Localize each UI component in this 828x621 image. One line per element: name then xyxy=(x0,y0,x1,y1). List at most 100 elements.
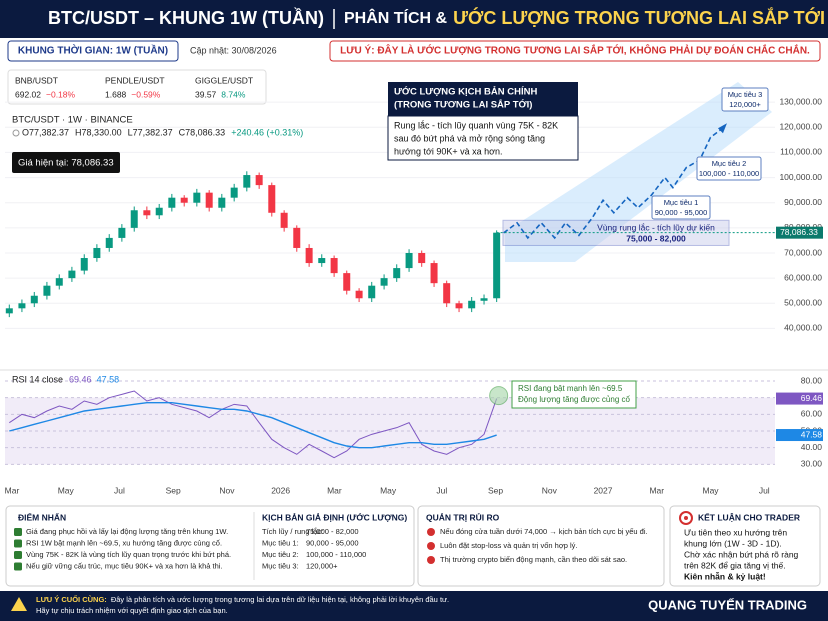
rsi-annotation: RSI đang bật mạnh lên ~69.5 xyxy=(518,384,623,393)
candle-body xyxy=(218,197,226,208)
y-tick-label: 120,000.00 xyxy=(779,122,822,132)
alert-icon xyxy=(427,528,435,536)
conclusion-line: khung lớn (1W - 3D - 1D). xyxy=(684,538,782,548)
zone-label: 75,000 - 82,000 xyxy=(626,234,686,244)
conclusion-line: Kiên nhẫn & kỷ luật! xyxy=(684,571,766,581)
alert-icon xyxy=(427,556,435,564)
rsi-value-tag xyxy=(776,392,823,405)
ticker-price: 39.57 xyxy=(195,89,217,99)
ohlc-value: L77,382.37 xyxy=(128,127,173,137)
candle-body xyxy=(255,175,263,186)
scenario-row-value: 90,000 - 95,000 xyxy=(306,538,359,547)
target-box xyxy=(651,195,711,220)
highlight-item: RSI 1W bật mạnh lên ~69.5, xu hướng tăng… xyxy=(26,538,222,547)
panel-title: ĐIỂM NHẤN xyxy=(18,511,66,522)
candle-body xyxy=(18,303,26,309)
check-icon xyxy=(14,539,22,548)
scenario-title: (TRONG TƯƠNG LAI SẮP TỚI) xyxy=(394,99,532,111)
risk-item: Nếu đóng cửa tuần dưới 74,000 → kịch bản… xyxy=(440,527,648,536)
candle-body xyxy=(205,192,213,208)
header-bar xyxy=(0,0,828,38)
panel-risk xyxy=(417,505,665,587)
brand: QUANG TUYẾN TRADING xyxy=(648,597,807,612)
rsi-legend-value: 47.58 xyxy=(97,374,120,384)
scenario-row-label: Mục tiêu 2: xyxy=(262,550,299,559)
check-icon xyxy=(14,528,22,536)
projection-arrow xyxy=(717,123,727,134)
candle-body xyxy=(180,197,188,203)
candle-body xyxy=(430,263,438,284)
candle-body xyxy=(80,258,88,271)
x-tick-label: Nov xyxy=(542,485,558,495)
ticker-change: −0.18% xyxy=(46,89,76,99)
chart-title: BTC/USDT · 1W · BINANCE xyxy=(12,115,133,126)
updated: Cập nhật: 30/08/2026 xyxy=(190,45,277,55)
candle-body xyxy=(230,187,238,198)
footer-note: Đây là phân tích và ước lượng trong tươn… xyxy=(111,595,449,604)
scenario-row-value: 120,000+ xyxy=(306,561,338,570)
candle-body xyxy=(380,278,388,286)
target-label: 90,000 - 95,000 xyxy=(655,208,708,217)
candle-body xyxy=(280,212,288,228)
y-tick-label: 40,000.00 xyxy=(784,323,822,333)
candle-body xyxy=(418,253,426,264)
candle-body xyxy=(480,298,488,301)
y-tick-label: 130,000.00 xyxy=(779,96,822,106)
footer-note: Hãy tự chịu trách nhiệm với quyết định g… xyxy=(36,606,228,615)
current-price-badge xyxy=(12,152,120,173)
scenario-body xyxy=(387,115,579,161)
candle-body xyxy=(305,247,313,264)
candle-body xyxy=(168,197,176,208)
timeframe-box xyxy=(7,40,179,62)
rsi-highlight xyxy=(489,386,509,406)
scenario-row-label: Mục tiêu 3: xyxy=(262,561,299,570)
candle-body xyxy=(105,237,113,248)
check-icon xyxy=(14,551,22,559)
y-tick-label: 110,000.00 xyxy=(780,147,822,157)
candle-body xyxy=(243,175,251,188)
candle-body xyxy=(405,253,413,269)
title: PHÂN TÍCH & xyxy=(344,8,448,27)
target-box xyxy=(721,87,769,112)
scenario-text: Rung lắc - tích lũy quanh vùng 75K - 82K xyxy=(394,120,558,130)
highlight-item: Nếu giữ vững cấu trúc, mục tiêu 90K+ và … xyxy=(26,561,223,570)
x-tick-label: Jul xyxy=(436,485,447,495)
ticker-change: 8.74% xyxy=(221,89,246,99)
candle-body xyxy=(155,207,163,216)
candle-body xyxy=(68,270,76,279)
scenario-text: sau đó bứt phá và mở rộng sóng tăng xyxy=(394,133,545,143)
title: BTC/USDT – KHUNG 1W (TUẦN) xyxy=(48,7,324,28)
alert-icon xyxy=(427,542,435,550)
y-tick-label: 80.00 xyxy=(801,375,823,385)
candle-body xyxy=(330,258,338,274)
y-tick-label: 30.00 xyxy=(801,459,823,469)
x-tick-label: Jul xyxy=(114,485,125,495)
rsi-value-tag-label: 47.58 xyxy=(801,429,823,439)
y-tick-label: 100,000.00 xyxy=(779,172,822,182)
candle-body xyxy=(118,227,126,238)
candle-body xyxy=(443,283,451,304)
timeframe: KHUNG THỜI GIAN: 1W (TUẦN) xyxy=(18,44,168,57)
candle-body xyxy=(468,300,476,309)
zone-label: Vùng rung lắc - tích lũy dự kiến xyxy=(597,223,715,233)
last-price-tag xyxy=(776,226,823,239)
x-tick-label: Nov xyxy=(219,485,235,495)
risk-item: Thị trường crypto biến động mạnh, cần th… xyxy=(440,555,627,564)
x-tick-label: Sep xyxy=(166,485,181,495)
candle-body xyxy=(93,247,101,259)
rsi-value-tag-label: 69.46 xyxy=(801,393,823,403)
ohlc-value: H78,330.00 xyxy=(75,127,122,137)
x-tick-label: Jul xyxy=(759,485,770,495)
candle-body xyxy=(130,210,138,228)
rsi-line xyxy=(9,390,498,459)
candle-body xyxy=(143,210,151,216)
conclusion-line: Chờ xác nhận bứt phá rõ ràng xyxy=(684,549,799,559)
candle-body xyxy=(268,185,276,213)
y-tick-label: 90,000.00 xyxy=(784,197,822,207)
target-icon-dot xyxy=(684,516,688,520)
y-tick-label: 60.00 xyxy=(801,409,823,419)
rsi-line xyxy=(9,401,497,449)
candle-body xyxy=(55,278,63,286)
ticker-symbol: BNB/USDT xyxy=(15,75,58,85)
x-tick-label: 2027 xyxy=(594,485,613,495)
